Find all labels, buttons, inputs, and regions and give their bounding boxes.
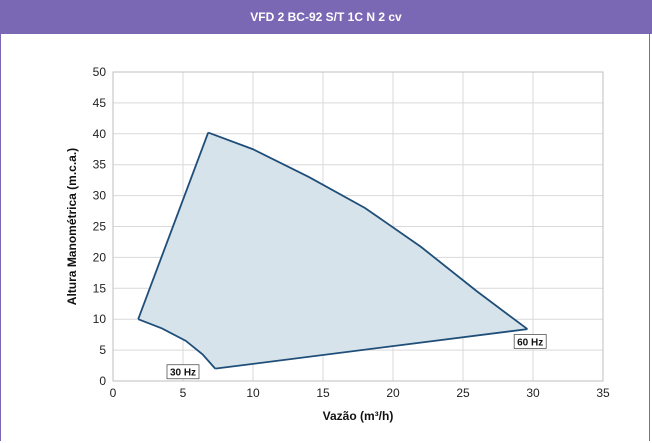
upper-boundary bbox=[137, 132, 210, 320]
curve-30hz bbox=[137, 318, 216, 370]
operating-area bbox=[137, 131, 528, 370]
x-tick-label: 10 bbox=[246, 386, 260, 400]
chart-title-bar: VFD 2 BC-92 S/T 1C N 2 cv bbox=[0, 0, 652, 34]
x-tick-label: 30 bbox=[526, 386, 540, 400]
y-tick-label: 50 bbox=[93, 65, 107, 79]
y-tick-label: 30 bbox=[93, 189, 107, 203]
x-tick-label: 20 bbox=[386, 386, 400, 400]
y-tick-label: 10 bbox=[93, 312, 107, 326]
y-tick-label: 15 bbox=[93, 281, 107, 295]
annotation-box bbox=[513, 334, 547, 349]
annotation-label: 60 Hz bbox=[517, 337, 543, 348]
x-tick-label: 25 bbox=[456, 386, 470, 400]
annotation-box bbox=[166, 364, 200, 380]
y-tick-label: 0 bbox=[99, 374, 106, 388]
x-tick-label: 15 bbox=[316, 386, 330, 400]
x-tick-label: 35 bbox=[596, 386, 610, 400]
annotation-label: 30 Hz bbox=[170, 368, 196, 379]
annotation: 60 Hz bbox=[513, 334, 547, 349]
x-tick-label: 5 bbox=[180, 386, 187, 400]
x-axis-label: Vazão (m³/h) bbox=[323, 409, 394, 423]
y-tick-label: 20 bbox=[93, 250, 107, 264]
y-tick-label: 40 bbox=[93, 127, 107, 141]
curve-60hz bbox=[207, 131, 528, 330]
tick-labels: 0 5 10 15 20 25 30 35 0 5 10 15 20 25 30 35 40 45 50 bbox=[93, 65, 610, 400]
y-axis-label: Altura Manométrica (m.c.a.) bbox=[65, 148, 79, 305]
lower-boundary bbox=[215, 328, 528, 370]
annotations: 30 Hz 60 Hz bbox=[166, 334, 547, 380]
plot-border bbox=[112, 71, 604, 382]
operating-area-fill bbox=[138, 132, 528, 369]
y-tick-label: 25 bbox=[93, 220, 107, 234]
y-tick-label: 35 bbox=[93, 158, 107, 172]
y-tick-label: 5 bbox=[99, 343, 106, 357]
x-tick-label: 0 bbox=[110, 386, 117, 400]
annotation: 30 Hz bbox=[166, 364, 200, 380]
y-tick-label: 45 bbox=[93, 96, 107, 110]
